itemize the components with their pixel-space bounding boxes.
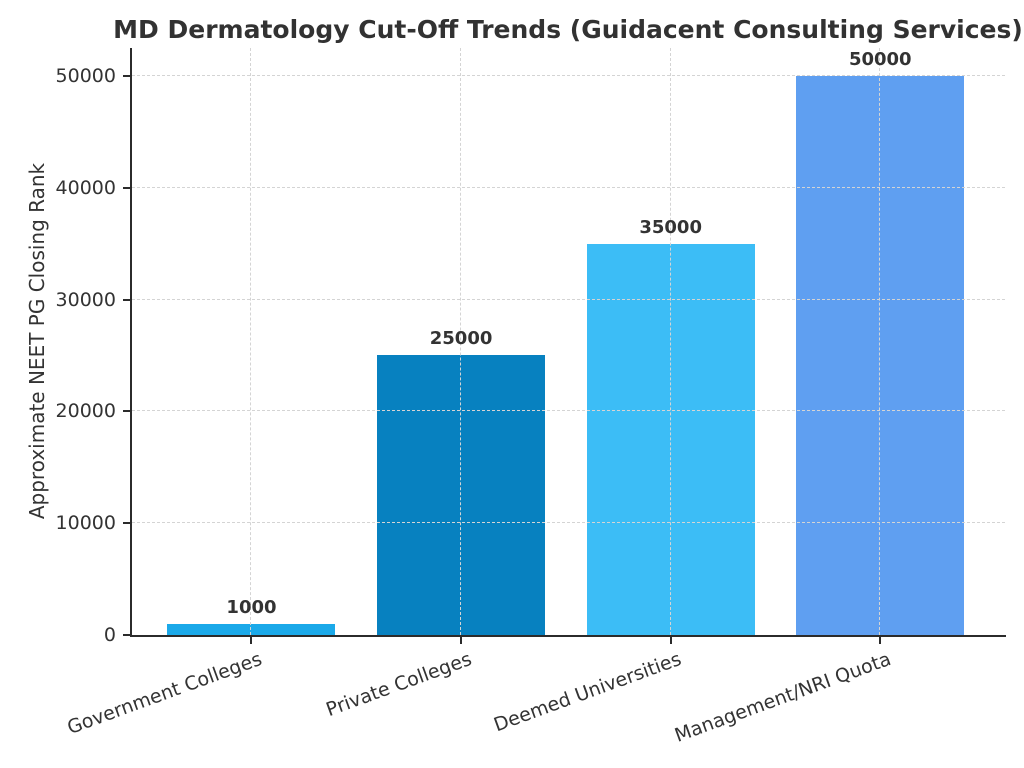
y-tick-label: 0 xyxy=(103,624,116,646)
v-gridline xyxy=(669,48,671,635)
h-gridline xyxy=(132,74,1005,76)
x-axis-spine xyxy=(130,635,1006,637)
h-gridline xyxy=(132,522,1005,524)
x-tick-mark xyxy=(460,637,463,644)
y-tick-mark xyxy=(123,186,130,189)
y-tick-label: 40000 xyxy=(55,176,116,199)
x-tick-mark xyxy=(879,637,882,644)
y-tick-mark xyxy=(123,634,130,636)
v-gridline xyxy=(250,48,252,635)
y-axis-spine xyxy=(130,48,132,637)
bar-management-nri-quota xyxy=(796,75,965,635)
bar-value-label: 25000 xyxy=(429,328,493,350)
x-tick-label: Private Colleges xyxy=(323,648,475,722)
chart-title: MD Dermatology Cut-Off Trends (Guidacent… xyxy=(113,15,1023,44)
h-gridline xyxy=(132,410,1005,412)
bar-government-colleges xyxy=(167,623,336,635)
v-gridline xyxy=(460,48,462,635)
h-gridline xyxy=(132,186,1005,188)
bar-private-colleges xyxy=(377,355,546,635)
x-tick-mark xyxy=(250,637,253,644)
bar-value-label: 50000 xyxy=(848,48,912,70)
x-tick-label: Management/NRI Quota xyxy=(671,648,894,747)
h-gridline xyxy=(132,298,1005,300)
x-tick-label: Government Colleges xyxy=(64,648,266,739)
bar-deemed-universities xyxy=(586,243,755,635)
y-tick-label: 50000 xyxy=(55,64,116,87)
y-tick-mark xyxy=(123,522,130,525)
bar-value-label: 1000 xyxy=(226,596,277,618)
x-tick-label: Deemed Universities xyxy=(490,648,685,737)
bar-value-label: 35000 xyxy=(639,216,702,238)
x-tick-mark xyxy=(669,637,672,644)
y-tick-mark xyxy=(123,298,130,301)
y-tick-label: 30000 xyxy=(55,288,116,311)
y-tick-mark xyxy=(123,410,130,413)
y-tick-mark xyxy=(123,74,130,77)
y-axis-label: Approximate NEET PG Closing Rank xyxy=(25,162,49,520)
y-tick-label: 20000 xyxy=(55,400,116,423)
v-gridline xyxy=(879,48,881,635)
y-tick-label: 10000 xyxy=(55,512,116,535)
